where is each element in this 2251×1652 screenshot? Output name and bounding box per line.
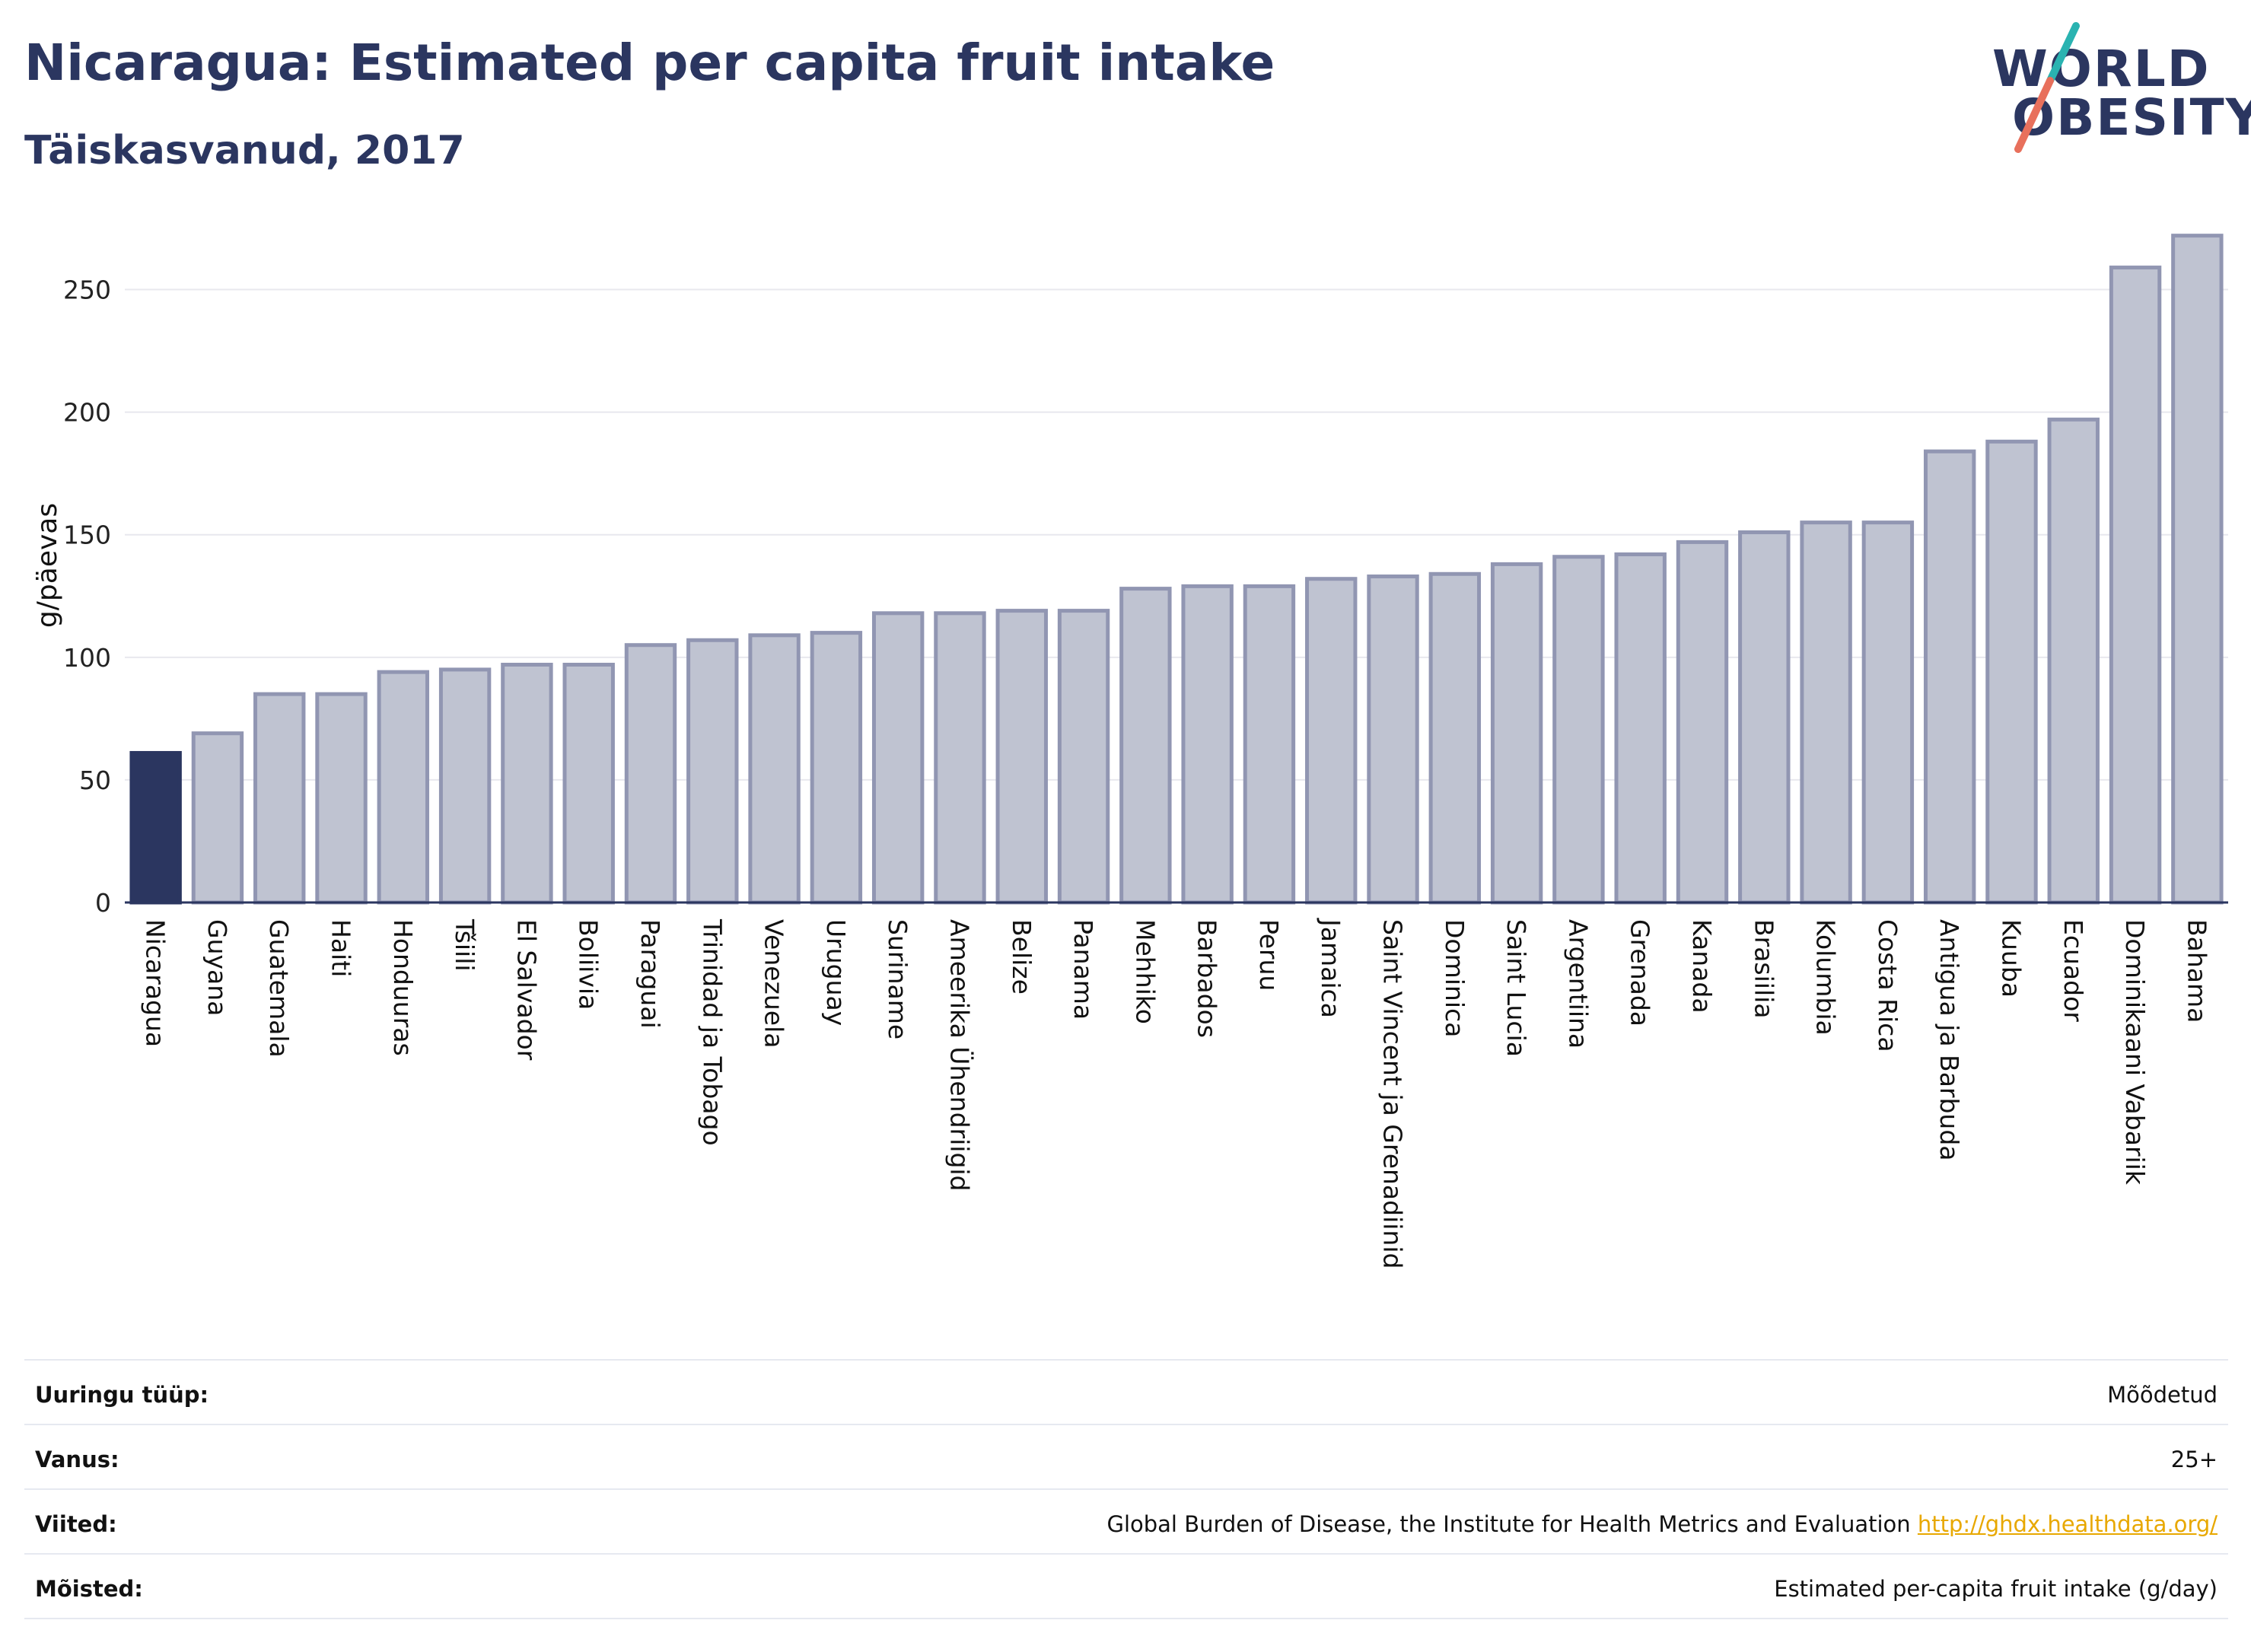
reference-text: Global Burden of Disease, the Institute … bbox=[1106, 1511, 1911, 1537]
bar bbox=[1861, 520, 1915, 905]
bar bbox=[562, 662, 615, 905]
x-tick-label: Costa Rica bbox=[1873, 919, 1902, 1052]
x-tick-label: Suriname bbox=[883, 919, 912, 1039]
info-value: 25+ bbox=[2170, 1447, 2218, 1472]
info-row-references: Viited: Global Burden of Disease, the In… bbox=[24, 1488, 2228, 1553]
x-tick-label: Tšiili bbox=[450, 918, 479, 972]
y-tick-label: 100 bbox=[63, 643, 111, 673]
bar bbox=[1057, 609, 1110, 905]
x-tick-label: Grenada bbox=[1625, 919, 1655, 1027]
x-tick-label: Uruguay bbox=[821, 919, 851, 1026]
chart-subtitle: Täiskasvanud, 2017 bbox=[24, 128, 465, 173]
bar bbox=[1985, 439, 2038, 905]
bar bbox=[501, 662, 553, 905]
y-tick-label: 200 bbox=[63, 398, 111, 428]
x-tick-label: Paraguai bbox=[635, 919, 665, 1029]
x-tick-label: Saint Vincent ja Grenadiinid bbox=[1378, 919, 1408, 1268]
x-tick-label: Venezuela bbox=[759, 919, 789, 1048]
y-tick-label: 50 bbox=[79, 766, 111, 795]
logo-text-line1: WORLD bbox=[1992, 40, 2211, 98]
x-tick-label: Kuuba bbox=[1996, 919, 2026, 998]
bar bbox=[1614, 552, 1667, 905]
info-label: Uuringu tüüp: bbox=[35, 1382, 209, 1408]
bar bbox=[995, 609, 1048, 905]
bar-chart: 0 50 100 150 200 250 g/päevas Nicaragua Guyana Gu… bbox=[32, 234, 2228, 1268]
bar bbox=[1490, 562, 1543, 905]
x-tick-label: Argentiina bbox=[1563, 919, 1593, 1049]
x-tick-label: Belize bbox=[1007, 919, 1036, 995]
x-tick-label: Kanada bbox=[1687, 919, 1717, 1014]
bar bbox=[377, 670, 430, 905]
bar bbox=[871, 611, 925, 905]
x-tick-label: Honduuras bbox=[388, 919, 418, 1056]
x-tick-label: Brasiilia bbox=[1749, 919, 1778, 1019]
x-tick-label: Haiti bbox=[326, 919, 356, 977]
info-row-survey-type: Uuringu tüüp: Mõõdetud bbox=[24, 1359, 2228, 1424]
bar bbox=[1305, 577, 1358, 905]
bar bbox=[934, 611, 986, 905]
x-tick-label: El Salvador bbox=[511, 919, 541, 1061]
x-tick-label: Boliivia bbox=[574, 919, 603, 1010]
bar bbox=[1428, 571, 1482, 905]
info-row-definitions: Mõisted: Estimated per-capita fruit inta… bbox=[24, 1553, 2228, 1619]
info-row-age: Vanus: 25+ bbox=[24, 1424, 2228, 1488]
bar bbox=[810, 631, 863, 905]
y-axis-label: g/päevas bbox=[32, 503, 63, 628]
x-tick-label: Trinidad ja Tobago bbox=[697, 918, 727, 1146]
x-tick-label: Nicaragua bbox=[141, 919, 170, 1047]
y-tick-label: 250 bbox=[63, 275, 111, 305]
x-tick-label: Dominikaani Vabariik bbox=[2120, 919, 2150, 1186]
info-label: Viited: bbox=[35, 1511, 117, 1537]
bar bbox=[1243, 584, 1296, 905]
x-tick-label: Ecuador bbox=[2058, 919, 2088, 1022]
bar bbox=[1800, 520, 1852, 905]
x-tick-label: Guyana bbox=[202, 919, 232, 1016]
x-tick-label: Saint Lucia bbox=[1501, 919, 1531, 1057]
info-table: Uuringu tüüp: Mõõdetud Vanus: 25+ Viited… bbox=[24, 1359, 2228, 1619]
y-tick-label: 150 bbox=[63, 520, 111, 550]
x-tick-label: Panama bbox=[1068, 919, 1098, 1020]
bar bbox=[1738, 530, 1791, 905]
chart-title: Nicaragua: Estimated per capita fruit in… bbox=[24, 33, 1275, 92]
x-tick-label: Dominica bbox=[1440, 919, 1469, 1037]
bar bbox=[129, 750, 182, 905]
bar bbox=[438, 667, 492, 905]
y-tick-label: 0 bbox=[95, 888, 111, 918]
bar bbox=[624, 643, 677, 905]
logo-text-line2: OBESITY bbox=[2012, 88, 2251, 147]
bar bbox=[1119, 587, 1172, 905]
bar bbox=[191, 731, 244, 905]
x-tick-label: Mehhiko bbox=[1130, 919, 1160, 1024]
world-obesity-logo: WORLD OBESITY bbox=[1979, 18, 2251, 163]
logo-slash-icon bbox=[2014, 22, 2080, 153]
bar bbox=[315, 692, 368, 905]
x-tick-label: Ameerika Ühendriigid bbox=[944, 919, 975, 1192]
bar bbox=[748, 633, 801, 905]
x-tick-label: Barbados bbox=[1192, 919, 1222, 1038]
x-tick-label: Kolumbia bbox=[1811, 919, 1841, 1036]
info-value: Estimated per-capita fruit intake (g/day… bbox=[1774, 1576, 2218, 1602]
bar bbox=[2047, 417, 2100, 905]
bar bbox=[686, 638, 739, 905]
bar bbox=[1676, 540, 1729, 905]
info-label: Vanus: bbox=[35, 1447, 119, 1472]
info-label: Mõisted: bbox=[35, 1576, 143, 1602]
bar bbox=[1367, 574, 1419, 905]
bar bbox=[1181, 584, 1234, 905]
bar bbox=[253, 692, 306, 905]
reference-link[interactable]: http://ghdx.healthdata.org/ bbox=[1917, 1511, 2218, 1537]
x-tick-label: Antigua ja Barbuda bbox=[1934, 919, 1964, 1161]
x-tick-label: Jamaica bbox=[1316, 918, 1345, 1018]
x-tick-label: Peruu bbox=[1254, 919, 1284, 991]
bar bbox=[1923, 449, 1976, 905]
bar bbox=[2109, 266, 2162, 905]
bar bbox=[2171, 234, 2224, 905]
info-value-references: Global Burden of Disease, the Institute … bbox=[1106, 1511, 2218, 1537]
x-tick-label: Bahama bbox=[2182, 919, 2211, 1023]
info-value: Mõõdetud bbox=[2107, 1382, 2218, 1408]
x-tick-label: Guatemala bbox=[264, 919, 294, 1058]
bar bbox=[1552, 555, 1605, 905]
